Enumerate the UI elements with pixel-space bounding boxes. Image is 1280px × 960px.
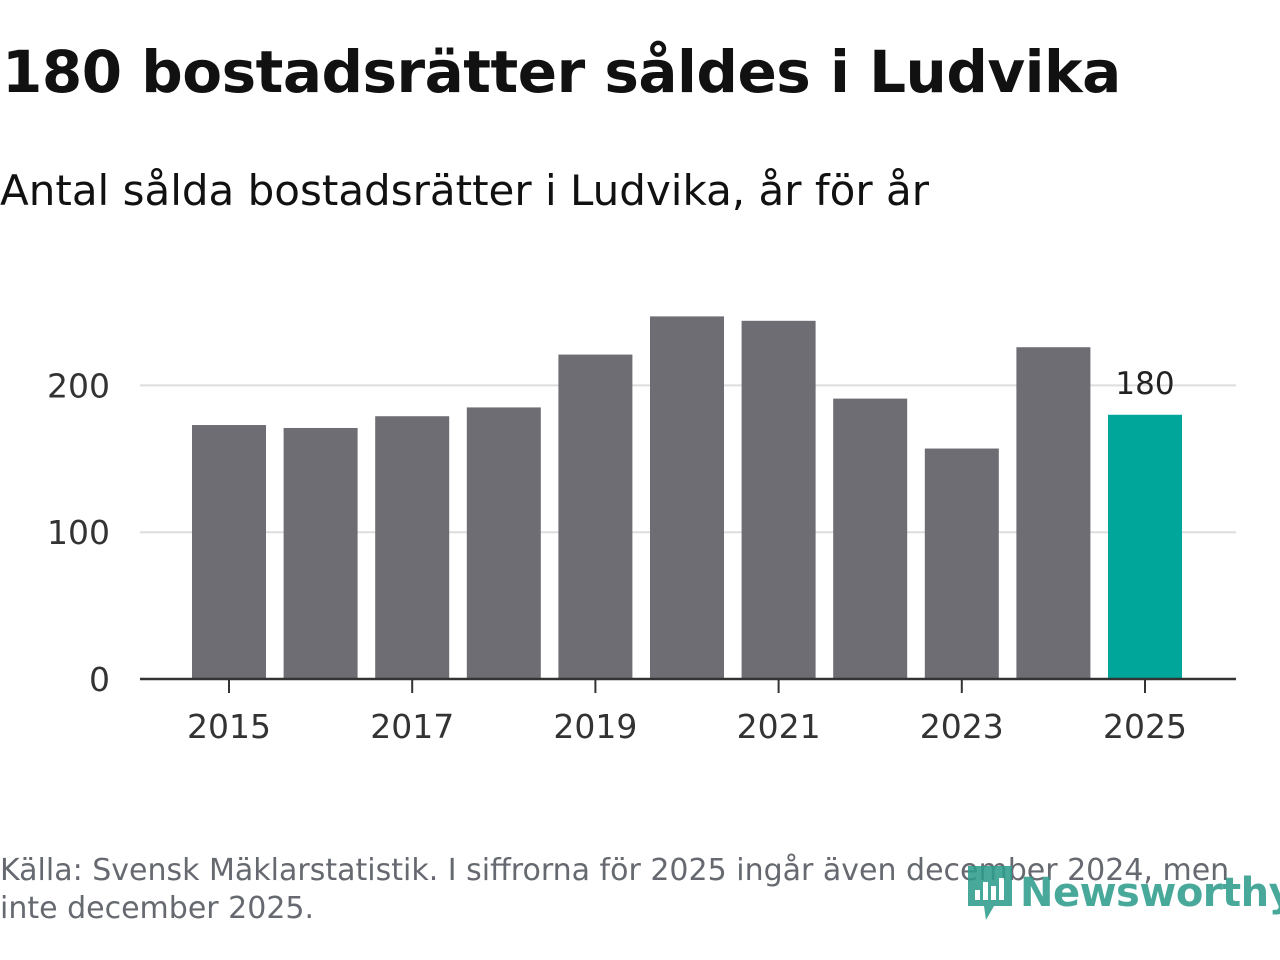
bar-2017 (375, 416, 450, 679)
bar-2015 (192, 425, 266, 679)
bar-2019 (558, 354, 633, 679)
bar-2025 (1108, 414, 1182, 679)
speech-bubble-chart-icon (968, 866, 1012, 920)
data-labels: 180 (1115, 366, 1174, 402)
bar-2021 (741, 320, 816, 679)
y-axis-labels: 0 100 200 (47, 366, 110, 699)
bar-chart: 0 100 200 2015 2017 2019 2021 2023 2025 180 (47, 316, 1236, 746)
bar-2023 (924, 448, 999, 679)
x-tick-label-2017: 2017 (370, 707, 454, 746)
chart-title: 180 bostadsrätter såldes i Ludvika (2, 38, 1121, 106)
x-axis (140, 677, 1236, 693)
x-tick-label-2019: 2019 (553, 707, 637, 746)
y-tick-label-100: 100 (47, 513, 110, 552)
logo-text: Newsworthy (1020, 870, 1280, 916)
bar-2022 (833, 398, 908, 679)
x-tick-label-2015: 2015 (187, 707, 271, 746)
newsworthy-logo: Newsworthy (964, 862, 1280, 924)
y-tick-label-200: 200 (47, 366, 110, 405)
x-axis-labels: 2015 2017 2019 2021 2023 2025 (187, 707, 1187, 746)
data-label-2025: 180 (1115, 366, 1174, 402)
bar-2024 (1016, 347, 1091, 679)
bars (192, 316, 1182, 679)
source-note: Källa: Svensk Mäklarstatistik. I siffror… (0, 853, 1230, 926)
bar-2018 (466, 407, 541, 679)
bar-2020 (650, 316, 724, 679)
y-tick-label-0: 0 (89, 660, 110, 699)
bar-2016 (283, 427, 358, 679)
x-tick-label-2021: 2021 (737, 707, 821, 746)
x-tick-label-2023: 2023 (920, 707, 1004, 746)
x-tick-label-2025: 2025 (1103, 707, 1187, 746)
chart-subtitle: Antal sålda bostadsrätter i Ludvika, år … (0, 166, 929, 215)
